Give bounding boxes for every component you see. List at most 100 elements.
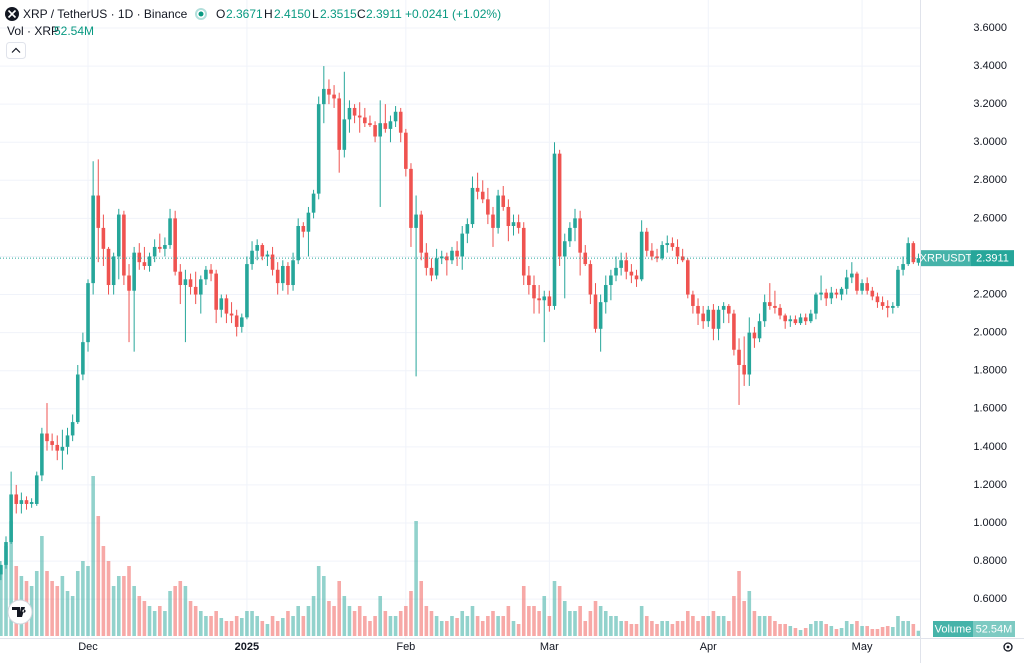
candle-body	[593, 294, 598, 329]
volume-bar	[470, 606, 475, 636]
volume-bar	[732, 596, 736, 636]
y-tick-label: 3.2000	[973, 98, 1007, 110]
candle-body	[619, 260, 623, 268]
volume-bar	[265, 624, 270, 636]
low-label: L	[312, 7, 319, 21]
candle-body	[168, 218, 172, 246]
price-tag-name: XRPUSDT	[920, 253, 973, 265]
close-value: 2.3911	[366, 7, 402, 21]
volume-bar	[368, 621, 372, 636]
volume-bar	[137, 596, 142, 636]
volume-bar	[824, 624, 828, 636]
candle-body	[163, 245, 167, 249]
candle-body	[204, 269, 208, 280]
volume-bar	[75, 571, 80, 636]
candle-body	[829, 292, 834, 299]
candle-body	[552, 153, 557, 306]
volume-bar	[122, 576, 126, 636]
volume-bar	[839, 628, 844, 636]
candle-body	[788, 319, 793, 322]
candle-body	[445, 256, 449, 261]
volume-bar	[424, 606, 429, 636]
y-tick-label: 3.4000	[973, 60, 1007, 72]
candle-body	[732, 313, 736, 350]
y-tick-label: 0.8000	[973, 555, 1007, 567]
change-value: +0.0241 (+1.02%)	[405, 7, 501, 21]
candle-body	[40, 433, 44, 476]
volume-bar	[578, 606, 582, 636]
x-tick-label: 2025	[235, 641, 259, 653]
candle-body	[357, 115, 362, 118]
candle-body	[209, 269, 213, 274]
candle-body	[901, 264, 905, 270]
volume-bar	[363, 616, 367, 636]
volume-bar	[486, 616, 490, 636]
candle-body	[747, 332, 752, 375]
candle-body	[347, 107, 352, 120]
candle-body	[265, 254, 270, 257]
volume-bar	[696, 621, 700, 636]
volume-bar	[465, 616, 470, 636]
volume-bar	[475, 616, 480, 636]
volume-bar	[737, 571, 741, 636]
candle-body	[614, 267, 618, 276]
volume-bar	[603, 611, 608, 636]
candle-body	[670, 243, 675, 247]
candle-body	[316, 104, 321, 194]
candle-body	[855, 273, 859, 291]
volume-bar	[178, 581, 183, 636]
volume-bar	[532, 606, 536, 636]
candle-body	[342, 119, 347, 150]
candle-body	[588, 264, 593, 295]
candle-body	[363, 117, 367, 124]
volume-bar	[716, 616, 721, 636]
volume-bar	[803, 628, 808, 636]
candle-body	[532, 285, 536, 299]
candle-body	[773, 305, 777, 308]
candle-body	[691, 294, 695, 306]
y-tick-label: 0.6000	[973, 593, 1007, 605]
collapse-chevron	[11, 47, 21, 53]
candle-body	[834, 292, 839, 295]
volume-bar	[506, 606, 511, 636]
candle-body	[65, 435, 70, 447]
settings-icon[interactable]	[1003, 642, 1013, 652]
candle-body	[450, 250, 454, 261]
symbol-title[interactable]: XRP / TetherUS · 1D · Binance	[23, 7, 188, 21]
candle-body	[557, 153, 562, 257]
volume-bar	[60, 576, 65, 636]
volume-bar	[480, 621, 485, 636]
candle-body	[496, 195, 500, 228]
candle-body	[409, 168, 413, 228]
candle-body	[19, 500, 24, 504]
settings-icon-center	[1006, 645, 1010, 649]
candle-body	[624, 260, 629, 272]
candle-body	[803, 317, 808, 322]
volume-bar	[173, 586, 177, 636]
volume-bar	[511, 621, 516, 636]
volume-bar	[491, 611, 495, 636]
volume-bar	[111, 586, 116, 636]
volume-legend-label[interactable]: Vol · XRP	[7, 24, 59, 38]
volume-bar	[768, 616, 772, 636]
volume-bar	[357, 606, 362, 636]
price-tag-box	[971, 250, 1014, 267]
collapse-button[interactable]	[6, 42, 26, 59]
volume-bar	[557, 586, 562, 636]
volume-bar	[152, 611, 157, 636]
candle-body	[742, 364, 746, 375]
candle-body	[639, 231, 644, 280]
candle-body	[122, 214, 126, 276]
candle-body	[255, 245, 259, 251]
candle-body	[81, 342, 85, 375]
volume-bar	[547, 616, 552, 636]
candle-body	[706, 309, 711, 322]
candle-body	[281, 265, 285, 284]
candle-body	[9, 494, 13, 543]
volume-bar	[9, 521, 13, 636]
volume-bar	[337, 581, 341, 636]
candle-body	[434, 258, 439, 276]
candle-body	[870, 290, 875, 297]
volume-bar	[819, 621, 823, 636]
